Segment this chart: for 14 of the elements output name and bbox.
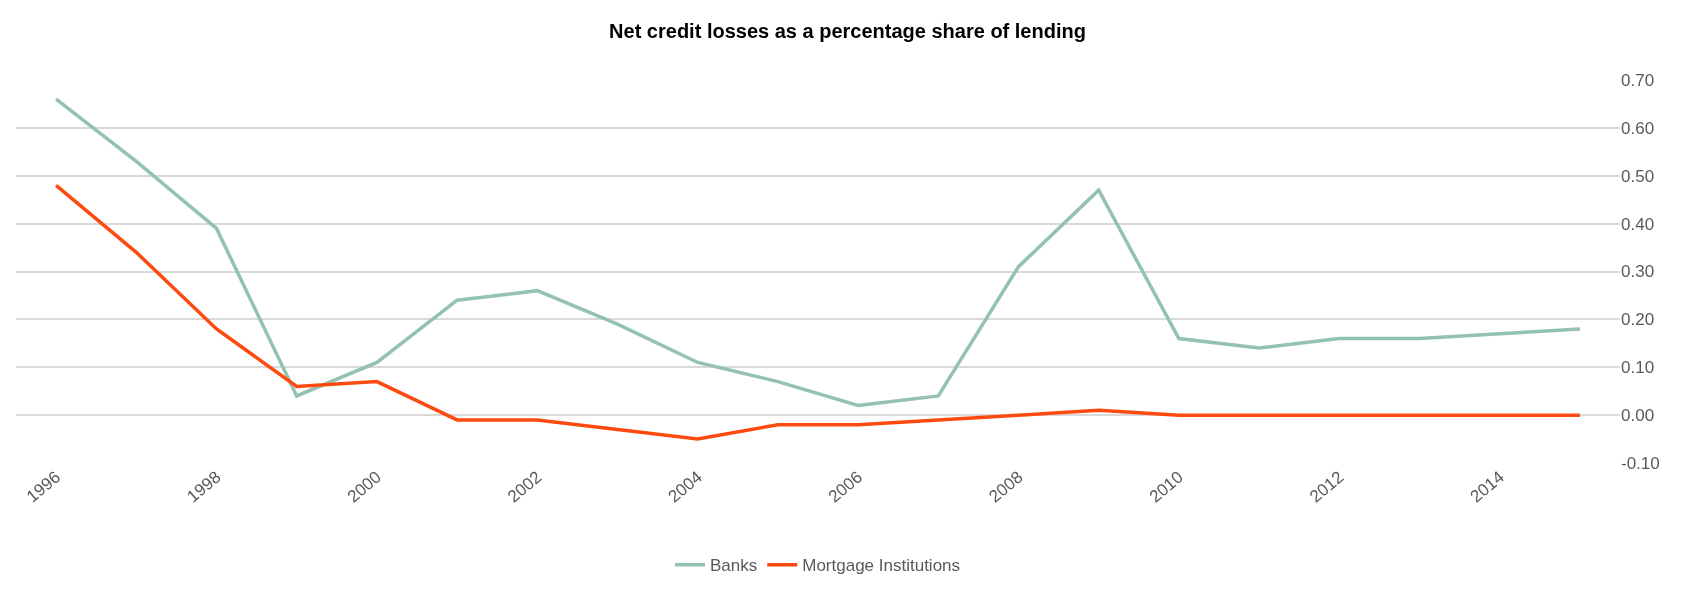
y-tick-label: -0.10 [1621, 453, 1660, 473]
chart-title: Net credit losses as a percentage share of lending [609, 19, 1086, 42]
y-tick-label: 0.60 [1621, 118, 1655, 138]
y-tick-label: 0.00 [1621, 406, 1655, 426]
y-tick-label: 0.40 [1621, 214, 1655, 234]
y-tick-label: 0.10 [1621, 358, 1655, 378]
legend-label: Mortgage Institutions [802, 556, 961, 576]
line-series [54, 183, 1582, 441]
y-tick-label: 0.50 [1621, 166, 1655, 186]
y-tick-label: 0.70 [1621, 70, 1655, 90]
legend-label: Banks [710, 556, 758, 576]
y-tick-label: 0.30 [1621, 262, 1655, 282]
y-tick-label: 0.20 [1621, 310, 1655, 330]
line-series [54, 97, 1582, 408]
